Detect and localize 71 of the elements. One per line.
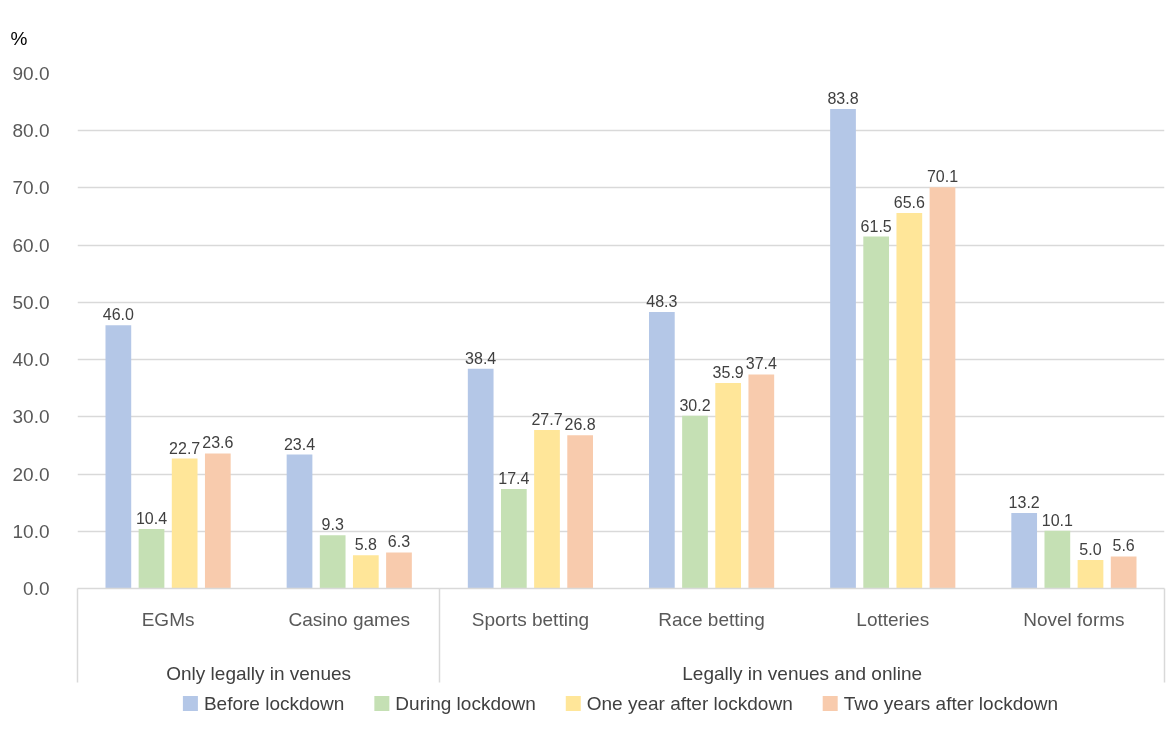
x-tick-label: Sports betting — [471, 608, 590, 630]
bar — [386, 552, 412, 589]
data-label: 10.1 — [1041, 511, 1074, 529]
data-label: 30.2 — [679, 396, 711, 414]
data-label: 5.0 — [1079, 540, 1102, 558]
y-tick-label: 40.0 — [12, 349, 50, 371]
bar — [286, 454, 313, 589]
data-label: 65.6 — [893, 194, 925, 212]
bar — [534, 429, 560, 589]
bar — [715, 383, 742, 589]
data-label: 23.4 — [283, 435, 316, 453]
data-label: 26.8 — [564, 416, 596, 434]
bar — [1044, 530, 1071, 589]
data-label: 48.3 — [646, 293, 678, 311]
legend-label: Two years after lockdown — [843, 693, 1059, 714]
data-label: 5.6 — [1112, 537, 1135, 555]
data-label: 46.0 — [102, 306, 135, 324]
bar — [748, 374, 775, 589]
bar — [138, 528, 165, 589]
y-tick-label: 70.0 — [12, 177, 50, 199]
bar — [567, 435, 594, 589]
data-label: 22.7 — [169, 439, 201, 457]
x-tick-label: Novel forms — [1023, 608, 1125, 630]
y-tick-label: 30.0 — [12, 406, 50, 428]
data-label: 27.7 — [531, 410, 563, 428]
bar — [319, 535, 346, 589]
data-label: 10.4 — [135, 509, 168, 527]
y-tick-label: 90.0 — [12, 63, 50, 84]
y-tick-label: 50.0 — [12, 291, 50, 313]
bar — [1077, 559, 1104, 589]
data-label: 6.3 — [387, 533, 411, 551]
bar — [682, 415, 708, 589]
data-label: 70.1 — [926, 168, 959, 186]
bar — [467, 368, 494, 589]
x-tick-label: Race betting — [658, 608, 765, 630]
data-label: 35.9 — [712, 364, 744, 382]
data-label: 5.8 — [354, 536, 378, 554]
data-label: 9.3 — [321, 516, 344, 534]
bar — [500, 488, 527, 589]
x-tick-label: Lotteries — [856, 608, 930, 630]
data-label: 61.5 — [860, 217, 892, 235]
bar — [105, 325, 132, 589]
data-label: 83.8 — [827, 89, 859, 107]
bar — [863, 236, 890, 589]
y-tick-label: 10.0 — [12, 520, 50, 542]
y-tick-label: 20.0 — [12, 463, 50, 485]
bar — [204, 453, 231, 589]
y-axis-title: % — [10, 27, 28, 49]
legend-label: Before lockdown — [203, 693, 345, 714]
data-label: 13.2 — [1008, 493, 1040, 511]
x-tick-label: EGMs — [141, 608, 195, 630]
bar — [1011, 512, 1038, 589]
y-tick-label: 80.0 — [12, 120, 50, 142]
bar — [1110, 556, 1137, 589]
y-tick-label: 60.0 — [12, 234, 50, 256]
bar — [648, 312, 675, 589]
legend-label: During lockdown — [395, 693, 536, 714]
data-label: 37.4 — [745, 355, 777, 373]
legend-label: One year after lockdown — [586, 693, 793, 714]
bar — [171, 458, 198, 589]
text: Legally in venues and online — [682, 662, 923, 684]
data-label: 17.4 — [498, 469, 530, 487]
x-tick-label: Casino games — [288, 608, 410, 630]
y-tick-label: 0.0 — [23, 578, 50, 599]
bar — [830, 108, 856, 589]
data-label: 38.4 — [465, 349, 497, 367]
bar — [896, 213, 923, 589]
data-label: 23.6 — [202, 434, 234, 452]
text: Only legally in venues — [166, 662, 352, 684]
bar — [352, 555, 379, 589]
bar — [929, 187, 956, 589]
